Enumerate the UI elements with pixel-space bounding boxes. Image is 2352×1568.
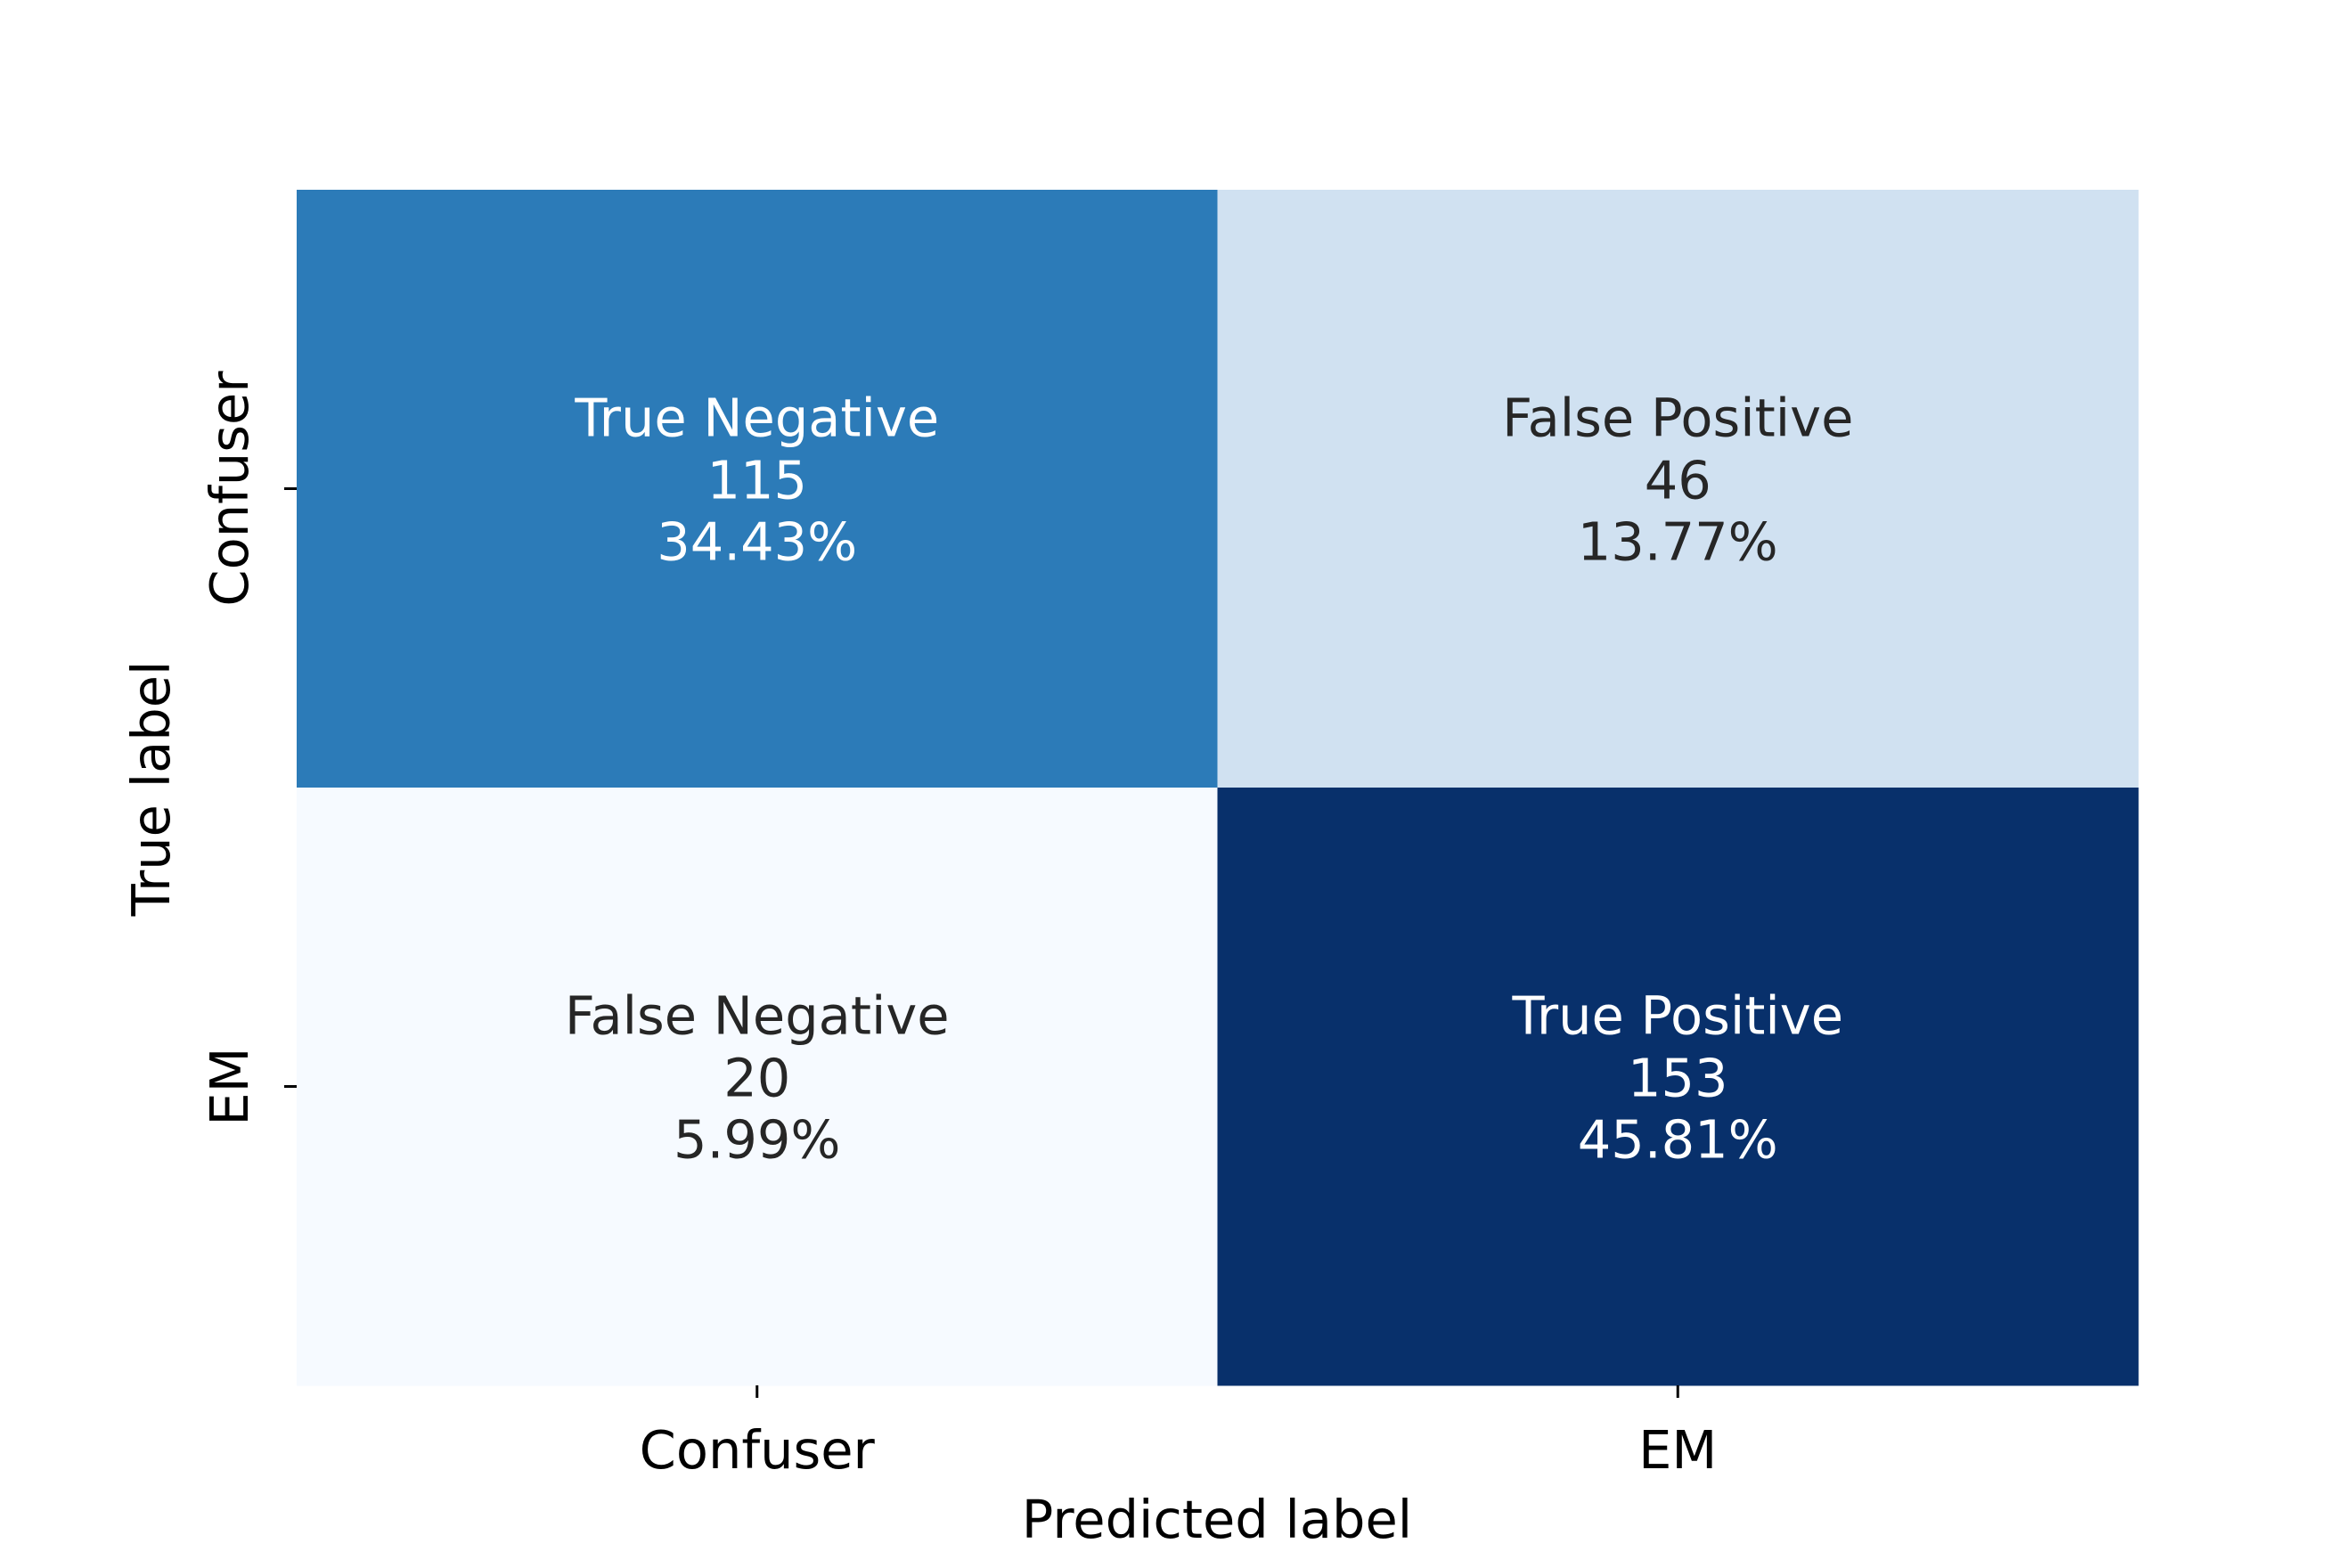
heatmap-cell <box>1217 190 2139 788</box>
heatmap-cell <box>297 190 1218 788</box>
y-axis-label: True label <box>120 661 182 918</box>
cell-count-label: 46 <box>1645 450 1711 511</box>
y-tick-label: Confuser <box>199 371 260 607</box>
cell-percent-label: 34.43% <box>657 511 857 573</box>
cell-category-label: True Negative <box>574 388 939 449</box>
cell-category-label: True Positive <box>1511 985 1843 1047</box>
heatmap-cell <box>1217 788 2139 1386</box>
cell-percent-label: 13.77% <box>1578 511 1778 573</box>
cell-count-label: 115 <box>706 450 807 511</box>
cell-percent-label: 5.99% <box>674 1109 840 1171</box>
heatmap-cell <box>297 788 1218 1386</box>
y-tick-label: EM <box>199 1047 260 1125</box>
axis-ticks: Confuser EM Confuser EM <box>199 371 1717 1481</box>
cell-count-label: 153 <box>1628 1048 1728 1109</box>
cell-category-label: False Positive <box>1502 388 1853 449</box>
x-axis-label: Predicted label <box>1022 1489 1412 1550</box>
cell-percent-label: 45.81% <box>1578 1109 1778 1171</box>
cell-count-label: 20 <box>723 1048 790 1109</box>
cell-category-label: False Negative <box>565 985 950 1047</box>
x-tick-label: EM <box>1638 1419 1717 1481</box>
x-tick-label: Confuser <box>640 1419 876 1481</box>
